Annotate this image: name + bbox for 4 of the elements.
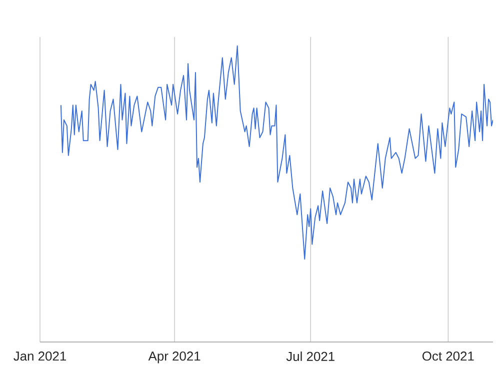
- x-tick-label: Oct 2021: [422, 352, 474, 361]
- x-tick-label: Jul 2021: [286, 352, 334, 362]
- x-tick-label: Jan 2021: [14, 352, 66, 361]
- x-tick-label: Apr 2021: [148, 352, 200, 364]
